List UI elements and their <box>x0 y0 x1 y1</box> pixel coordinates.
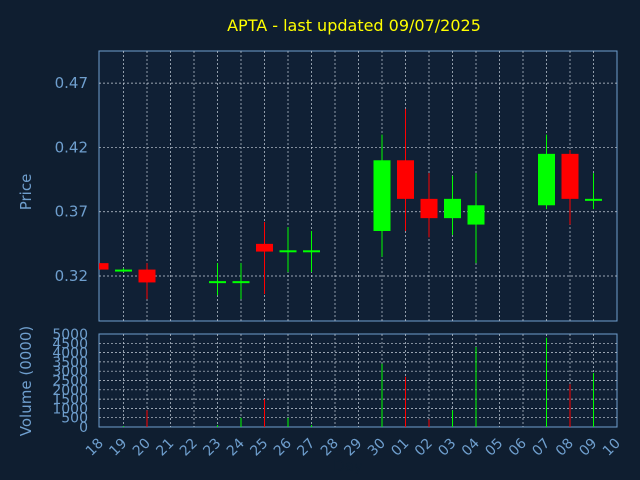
candle-body <box>115 269 132 272</box>
volume-tick-label: 4000 <box>52 346 88 362</box>
volume-axis-label: Volume (0000) <box>17 326 35 436</box>
volume-tick-label: 1000 <box>52 401 88 417</box>
volume-tick-label: 5000 <box>52 327 88 343</box>
volume-tick-label: 3000 <box>52 364 88 380</box>
volume-tick-label: 2000 <box>52 383 88 399</box>
price-axis-label: Price <box>17 174 35 211</box>
candle-body <box>373 160 391 231</box>
candle-body <box>467 205 485 225</box>
day-axis-label: Day <box>333 457 363 475</box>
volume-plot-area <box>98 333 618 428</box>
candle-body <box>232 281 250 284</box>
day-axis-ticks: 18 19 20 21 22 23 24 25 26 27 28 29 30 01 02 03 04 05 06 07… <box>83 435 624 459</box>
price-tick-label: 0.32 <box>55 267 88 285</box>
candle-body <box>397 160 414 199</box>
volume-tick-label: 0 <box>79 420 88 436</box>
candle-body <box>256 243 273 252</box>
volume-tick-label: 4500 <box>52 336 88 352</box>
candle-body <box>561 153 579 199</box>
candle-body <box>209 281 226 284</box>
volume-tick-label: 3500 <box>52 355 88 371</box>
price-tick-label: 0.42 <box>55 138 88 156</box>
price-axis-ticks: 0.32 0.37 0.42 0.47 <box>55 74 88 285</box>
volume-tick-label: 2500 <box>52 374 88 390</box>
candle-body <box>279 250 297 253</box>
price-candles <box>99 108 602 300</box>
chart-title: APTA - last updated 09/07/2025 <box>227 16 481 35</box>
price-tick-label: 0.47 <box>55 74 88 92</box>
candle-body <box>303 250 320 253</box>
price-plot-area <box>98 50 618 322</box>
candle-body <box>99 263 109 270</box>
volume-tick-label: 1500 <box>52 392 88 408</box>
candle-body <box>138 269 156 283</box>
candle-body <box>444 198 461 219</box>
volume-tick-label: 500 <box>61 411 88 427</box>
candle-body <box>585 198 602 201</box>
volume-bars <box>123 337 594 427</box>
price-tick-label: 0.37 <box>55 203 88 221</box>
candle-body <box>538 153 555 206</box>
candle-body <box>420 198 438 219</box>
